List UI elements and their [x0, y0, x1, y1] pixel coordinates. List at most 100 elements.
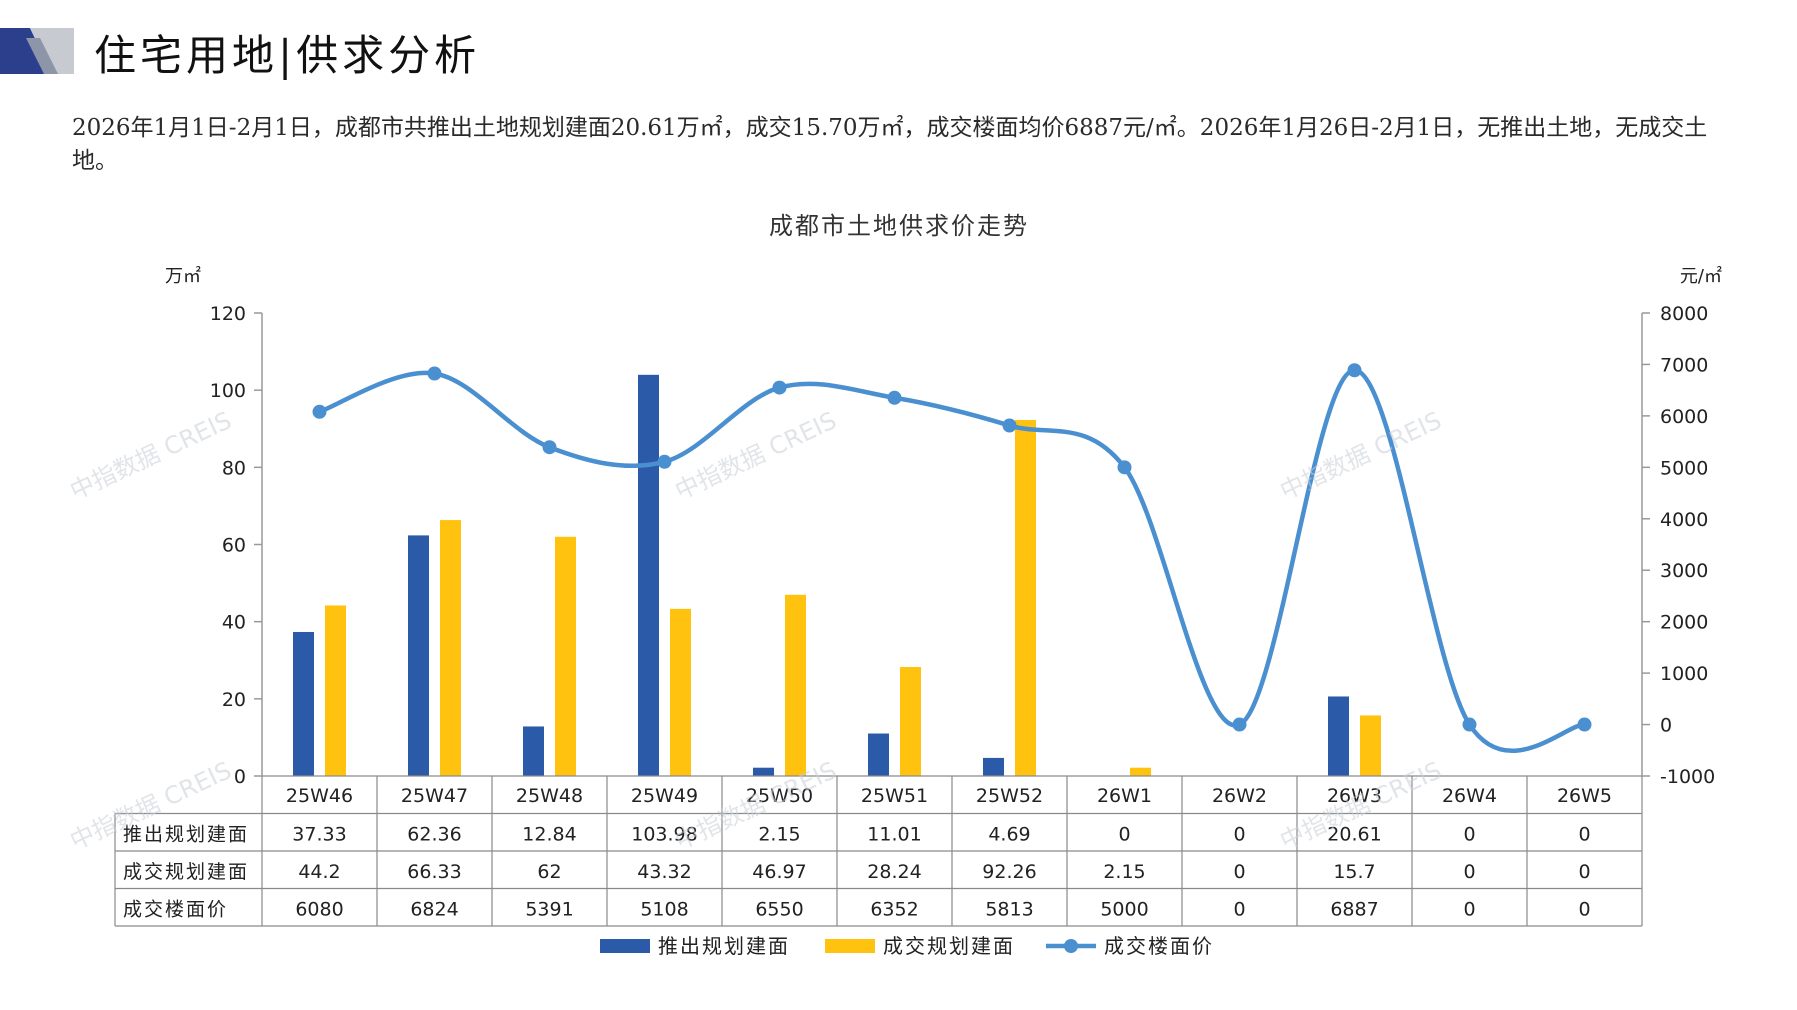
supply-bar	[868, 733, 889, 776]
deal-bar	[440, 520, 461, 776]
logo-light-shape	[30, 28, 74, 74]
supply-bar	[293, 631, 314, 776]
table-cell: 6550	[755, 899, 803, 921]
deal-bar	[1015, 420, 1036, 776]
price-point	[657, 454, 672, 469]
legend-label: 推出规划建面	[658, 934, 790, 958]
supply-bar	[983, 757, 1004, 776]
table-row-header: 成交规划建面	[123, 861, 249, 883]
right-axis-unit: 元/㎡	[1680, 265, 1722, 287]
left-tick-label: 100	[210, 380, 246, 402]
deal-bar	[555, 536, 576, 776]
table-cell: 5108	[640, 899, 688, 921]
page-title: 住宅用地|供求分析	[94, 31, 481, 80]
price-point	[1117, 460, 1132, 475]
table-row-header: 成交楼面价	[123, 899, 228, 921]
supply-bar	[753, 767, 774, 776]
table-cell: 92.26	[982, 861, 1036, 883]
table-row-header: 推出规划建面	[123, 824, 249, 846]
deal-bar	[1130, 767, 1151, 776]
category-label: 26W2	[1212, 785, 1267, 807]
table-cell: 43.32	[637, 861, 691, 883]
right-tick-label: 6000	[1660, 406, 1708, 428]
deal-bar	[325, 605, 346, 776]
watermark: 中指数据 CREIS	[1276, 406, 1446, 505]
price-point	[1347, 363, 1362, 378]
price-point	[887, 390, 902, 405]
table-cell: 66.33	[407, 861, 461, 883]
supply-bar	[1328, 696, 1349, 776]
price-point	[542, 440, 557, 455]
table-cell: 37.33	[292, 824, 346, 846]
chart-title: 成都市土地供求价走势	[769, 212, 1029, 240]
right-tick-label: 1000	[1660, 663, 1708, 685]
right-tick-label: 5000	[1660, 457, 1708, 479]
left-tick-label: 0	[234, 766, 246, 788]
table-cell: 6824	[410, 899, 458, 921]
category-label: 26W1	[1097, 785, 1152, 807]
category-label: 25W52	[976, 785, 1043, 807]
legend-price-marker	[1064, 939, 1078, 953]
supply-bar	[408, 535, 429, 776]
page-header: 住宅用地|供求分析	[0, 0, 1797, 110]
category-label: 25W48	[516, 785, 583, 807]
table-cell: 28.24	[867, 861, 921, 883]
legend-label: 成交楼面价	[1104, 934, 1214, 958]
left-tick-label: 120	[210, 303, 246, 325]
legend-label: 成交规划建面	[883, 934, 1015, 958]
category-label: 26W3	[1327, 785, 1382, 807]
category-label: 26W5	[1557, 785, 1612, 807]
brand-logo-icon	[0, 28, 74, 74]
deal-bar	[1360, 715, 1381, 776]
right-tick-label: 4000	[1660, 509, 1708, 531]
price-point	[312, 404, 327, 419]
category-label: 25W49	[631, 785, 698, 807]
category-label: 25W51	[861, 785, 928, 807]
right-tick-label: 0	[1660, 715, 1672, 737]
table-cell: 0	[1118, 824, 1130, 846]
table-cell: 5391	[525, 899, 573, 921]
legend-deal-swatch	[825, 939, 875, 953]
left-tick-label: 60	[222, 535, 246, 557]
summary-text: 2026年1月1日-2月1日，成都市共推出土地规划建面20.61万㎡，成交15.…	[72, 115, 1708, 174]
table-cell: 20.61	[1327, 824, 1381, 846]
table-cell: 2.15	[1103, 861, 1145, 883]
category-label: 26W4	[1442, 785, 1497, 807]
left-tick-label: 80	[222, 457, 246, 479]
table-cell: 0	[1233, 861, 1245, 883]
table-cell: 15.7	[1333, 861, 1375, 883]
watermark: 中指数据 CREIS	[671, 406, 841, 505]
legend-supply-swatch	[600, 939, 650, 953]
table-cell: 12.84	[522, 824, 576, 846]
table-cell: 11.01	[867, 824, 921, 846]
right-tick-label: 2000	[1660, 612, 1708, 634]
table-cell: 6080	[295, 899, 343, 921]
table-cell: 5000	[1100, 899, 1148, 921]
table-cell: 103.98	[631, 824, 697, 846]
category-label: 25W50	[746, 785, 813, 807]
table-cell: 2.15	[758, 824, 800, 846]
left-tick-label: 40	[222, 612, 246, 634]
left-tick-label: 20	[222, 689, 246, 711]
price-point	[1577, 717, 1592, 732]
right-tick-label: 3000	[1660, 560, 1708, 582]
table-cell: 0	[1578, 899, 1590, 921]
table-cell: 0	[1463, 899, 1475, 921]
table-cell: 6352	[870, 899, 918, 921]
logo-mid-shape	[26, 38, 58, 74]
deal-bar	[900, 667, 921, 776]
table-cell: 62	[537, 861, 561, 883]
category-label: 25W47	[401, 785, 468, 807]
table-cell: 4.69	[988, 824, 1030, 846]
table-cell: 0	[1578, 861, 1590, 883]
right-tick-label: 7000	[1660, 354, 1708, 376]
table-cell: 44.2	[298, 861, 340, 883]
category-label: 25W46	[286, 785, 353, 807]
table-cell: 46.97	[752, 861, 806, 883]
price-point	[427, 366, 442, 381]
price-point	[1232, 717, 1247, 732]
supply-bar	[523, 726, 544, 776]
table-cell: 0	[1463, 824, 1475, 846]
price-point	[1462, 717, 1477, 732]
